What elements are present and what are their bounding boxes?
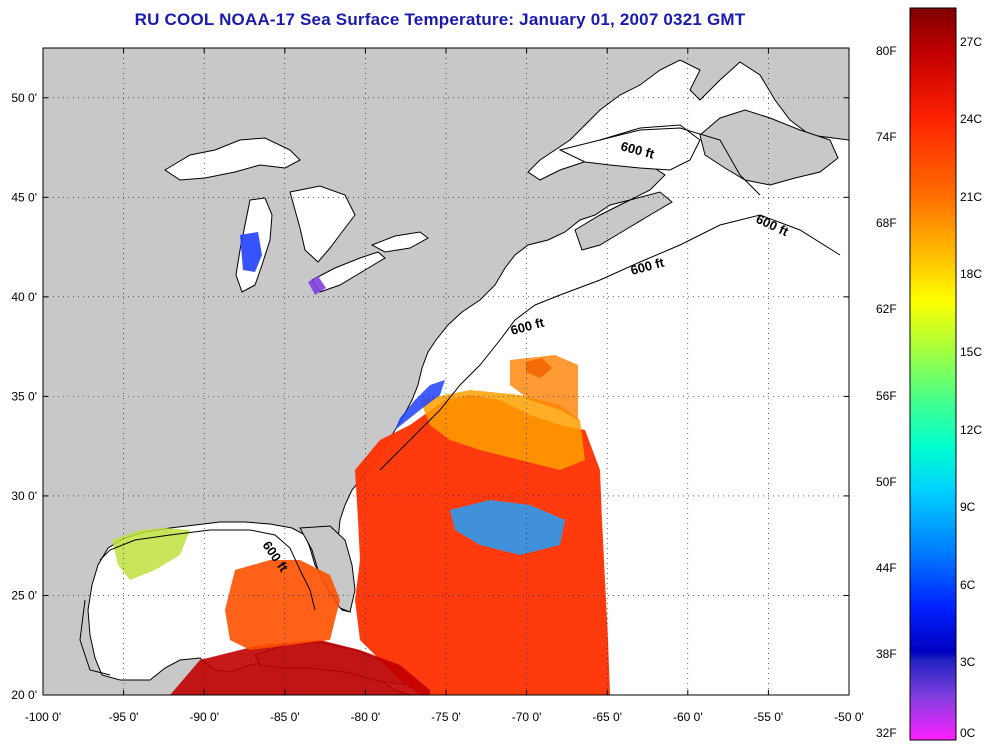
lon-tick-label: -55 0' [754, 710, 784, 724]
colorbar-fahrenheit-label: 56F [876, 388, 897, 403]
colorbar-fahrenheit-label: 44F [876, 560, 897, 575]
lon-tick-label: -100 0' [25, 710, 61, 724]
lake-huron [289, 185, 356, 263]
colorbar-celsius-label: 18C [960, 267, 983, 282]
lon-tick-label: -95 0' [109, 710, 139, 724]
sst-lake-michigan [240, 232, 262, 272]
lon-tick-label: -85 0' [270, 710, 300, 724]
colorbar-celsius-label: 24C [960, 112, 983, 127]
colorbar-celsius-label: 27C [960, 34, 983, 49]
colorbar-celsius-label: 6C [960, 577, 976, 592]
colorbar-fahrenheit-label: 74F [876, 130, 897, 145]
colorbar-celsius-label: 3C [960, 655, 976, 670]
lat-tick-label: 35 0' [11, 389, 37, 403]
gulf-st-lawrence [558, 124, 701, 171]
sst-shelf-band [510, 355, 578, 420]
land-nova-scotia [574, 191, 673, 251]
sst-hot-core [170, 640, 430, 695]
lon-tick-label: -75 0' [431, 710, 461, 724]
colorbar-fahrenheit-label: 50F [876, 474, 897, 489]
lon-tick-label: -90 0' [189, 710, 219, 724]
colorbar-celsius-label: 0C [960, 726, 976, 740]
lon-tick-label: -50 0' [834, 710, 864, 724]
colorbar-fahrenheit-label: 32F [876, 726, 897, 740]
lon-tick-label: -60 0' [673, 710, 703, 724]
lake-ontario [370, 231, 429, 253]
sst-lake-erie [308, 276, 326, 295]
land-florida [299, 525, 356, 613]
colorbar-fahrenheit-label: 68F [876, 216, 897, 231]
sst-cool-coast [395, 380, 445, 430]
colorbar-fahrenheit-label: 80F [876, 44, 897, 59]
lake-erie [311, 251, 386, 293]
lat-tick-label: 50 0' [11, 91, 37, 105]
axis-ticks: -100 0' -95 0' -90 0' -85 0' -80 0' -75 0' -70… [11, 48, 864, 724]
lon-tick-label: -65 0' [592, 710, 622, 724]
sst-cool-region [450, 500, 565, 555]
lat-tick-label: 20 0' [11, 688, 37, 702]
lon-tick-label: -80 0' [351, 710, 381, 724]
lat-tick-label: 30 0' [11, 489, 37, 503]
lake-superior [164, 137, 301, 181]
lat-tick-label: 25 0' [11, 588, 37, 602]
colorbar-celsius-label: 15C [960, 345, 983, 359]
lat-tick-label: 45 0' [11, 190, 37, 204]
lat-tick-label: 40 0' [11, 290, 37, 304]
lon-tick-label: -70 0' [512, 710, 542, 724]
colorbar-fahrenheit-label: 62F [876, 302, 897, 317]
colorbar-celsius-label: 9C [960, 500, 976, 515]
map-title: RU COOL NOAA-17 Sea Surface Temperature:… [134, 10, 746, 29]
sst-gulf-west [225, 560, 340, 650]
colorbar-fahrenheit-label: 38F [876, 646, 897, 661]
colorbar [909, 7, 957, 741]
isobath-600ft [79, 127, 841, 676]
colorbar-celsius-label: 12C [960, 422, 983, 437]
colorbar-celsius-label: 21C [960, 189, 983, 204]
sst-mid-region [420, 390, 585, 470]
